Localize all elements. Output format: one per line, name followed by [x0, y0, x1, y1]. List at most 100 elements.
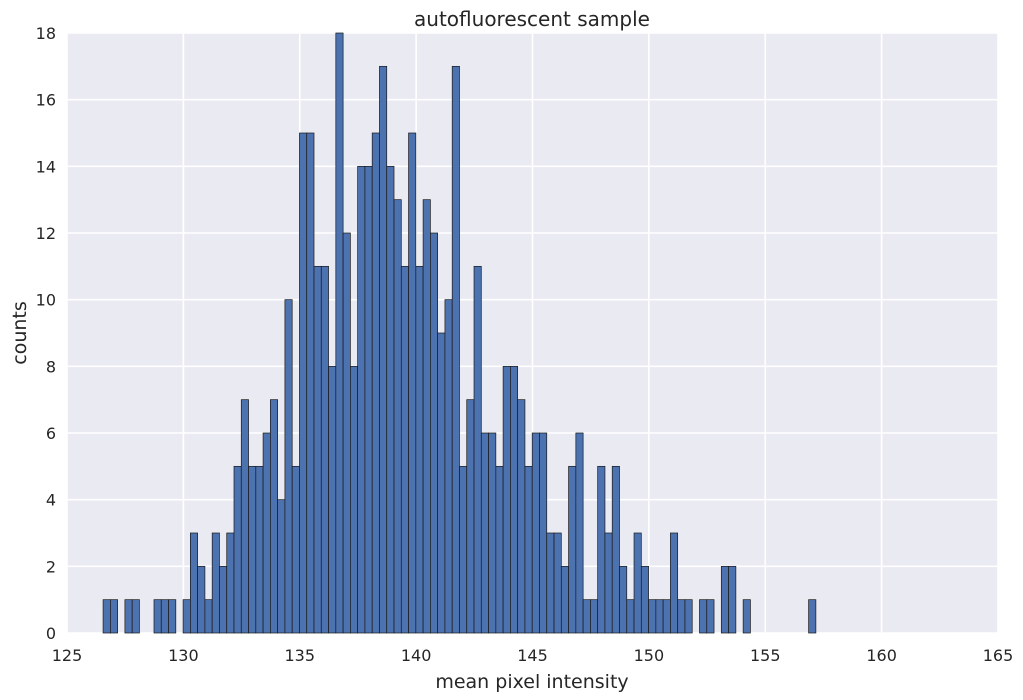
histogram-bar — [444, 299, 453, 634]
histogram-bar — [742, 599, 751, 634]
histogram-bars — [102, 32, 817, 634]
histogram-bar — [393, 199, 402, 634]
histogram-bar — [371, 132, 380, 634]
x-tick-label: 140 — [401, 646, 432, 665]
histogram-bar — [284, 299, 293, 634]
histogram-bar — [357, 165, 366, 634]
histogram-bar — [677, 599, 686, 634]
histogram-bar — [291, 465, 300, 634]
y-tick-label: 14 — [36, 157, 56, 176]
histogram-bar — [466, 399, 475, 634]
histogram-bar — [706, 599, 715, 634]
x-tick-label: 150 — [634, 646, 665, 665]
histogram-bar — [306, 132, 315, 634]
chart-title: autofluorescent sample — [414, 7, 650, 31]
histogram-bar — [211, 532, 220, 634]
histogram-bar — [662, 599, 671, 634]
histogram-bar — [524, 465, 533, 634]
x-tick-label: 135 — [284, 646, 315, 665]
histogram-bar — [255, 465, 264, 634]
histogram-bar — [546, 532, 555, 634]
y-tick-label: 0 — [46, 624, 56, 643]
histogram-bar — [153, 599, 162, 634]
histogram-bar — [270, 399, 278, 634]
histogram-bar — [350, 365, 358, 634]
y-tick-label: 16 — [36, 91, 56, 110]
histogram-bar — [553, 532, 562, 634]
y-tick-label: 4 — [46, 491, 56, 510]
histogram-bar — [502, 365, 511, 634]
histogram-bar — [517, 399, 526, 634]
histogram-bar — [633, 532, 642, 634]
histogram-bar — [197, 565, 206, 634]
histogram-bar — [226, 532, 235, 634]
y-axis-label: counts — [9, 301, 31, 365]
histogram-bar — [531, 432, 540, 634]
x-tick-label: 155 — [750, 646, 781, 665]
y-tick-label: 6 — [46, 424, 56, 443]
histogram-bar — [109, 599, 118, 634]
histogram-bar — [459, 465, 468, 634]
histogram-bar — [488, 432, 497, 634]
x-tick-label: 125 — [52, 646, 83, 665]
histogram-bar — [684, 599, 693, 634]
histogram-bar — [437, 332, 446, 634]
x-tick-label: 130 — [168, 646, 199, 665]
histogram-bar — [648, 599, 657, 634]
x-tick-label: 160 — [866, 646, 897, 665]
histogram-bar — [640, 565, 649, 634]
x-axis-label: mean pixel intensity — [435, 671, 628, 693]
histogram-bar — [320, 265, 329, 634]
histogram-bar — [626, 599, 635, 634]
histogram-bar — [335, 32, 344, 634]
y-tick-label: 10 — [36, 291, 56, 310]
histogram-bar — [568, 465, 577, 634]
histogram-bar — [670, 532, 679, 634]
histogram-bar — [299, 132, 308, 634]
histogram-bar — [582, 599, 591, 634]
histogram-bar — [240, 399, 249, 634]
histogram-bar — [699, 599, 708, 634]
histogram-bar — [619, 565, 628, 634]
histogram-bar — [480, 432, 489, 634]
x-tick-label: 145 — [517, 646, 548, 665]
histogram-bar — [248, 465, 257, 634]
histogram-bar — [204, 599, 213, 634]
histogram-bar — [342, 232, 351, 634]
histogram-bar — [182, 599, 191, 634]
histogram-bar — [400, 265, 409, 634]
histogram-bar — [328, 365, 337, 634]
histogram-bar — [604, 532, 613, 634]
histogram-bar — [720, 565, 729, 634]
histogram-bar — [430, 232, 439, 634]
histogram-bar — [451, 65, 460, 634]
histogram-bar — [219, 565, 228, 634]
histogram-bar — [655, 599, 664, 634]
histogram-bar — [575, 432, 584, 634]
histogram-bar — [124, 599, 133, 634]
histogram-bar — [611, 465, 620, 634]
histogram-bar — [510, 365, 519, 634]
histogram-bar — [728, 565, 737, 634]
y-tick-label: 12 — [36, 224, 56, 243]
histogram-bar — [386, 165, 395, 634]
histogram-bar — [379, 65, 388, 634]
histogram-bar — [597, 465, 606, 634]
histogram-bar — [495, 465, 504, 634]
histogram-bar — [422, 199, 431, 634]
histogram-bar — [262, 432, 271, 634]
histogram-bar — [590, 599, 599, 634]
histogram-bar — [160, 599, 169, 634]
y-axis-ticks: 0 2 4 6 8 10 12 14 16 18 — [36, 24, 56, 643]
x-axis-ticks: 125 130 135 140 145 150 155 160 165 — [52, 646, 1014, 665]
histogram-bar — [190, 532, 198, 634]
histogram-bar — [539, 432, 548, 634]
histogram-bar — [408, 132, 417, 634]
histogram-bar — [233, 465, 242, 634]
y-tick-label: 18 — [36, 24, 56, 43]
histogram-bar — [364, 165, 373, 634]
histogram-bar — [168, 599, 177, 634]
histogram-bar — [560, 565, 569, 634]
histogram-bar — [473, 265, 482, 634]
